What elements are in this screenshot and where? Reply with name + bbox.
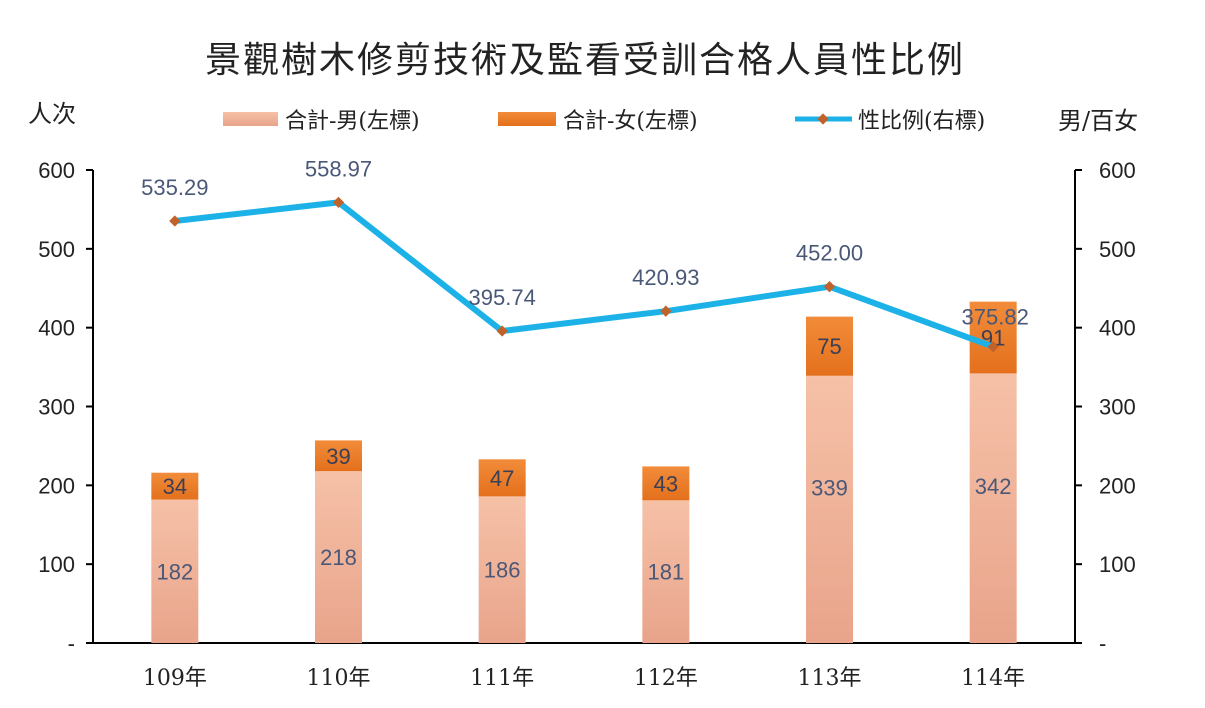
x-tick-label: 109年 <box>143 666 207 691</box>
ratio-series-line <box>174 199 995 350</box>
left-tick-label: 400 <box>38 316 75 341</box>
data-label-female: 47 <box>490 466 514 491</box>
data-label-female: 34 <box>163 474 187 499</box>
x-tick-label: 110年 <box>307 666 371 691</box>
right-axis-ticks: - 100 200 300 400 500 600 <box>1075 158 1136 656</box>
right-tick-label: 200 <box>1099 473 1136 498</box>
ratio-point <box>496 325 508 337</box>
x-tick-label: 111年 <box>470 666 534 691</box>
data-label-male: 186 <box>484 558 521 583</box>
data-label-ratio: 375.82 <box>962 305 1029 330</box>
right-tick-label: 400 <box>1099 316 1136 341</box>
legend: 合計-男(左標) 合計-女(左標) 性比例(右標) <box>223 109 985 134</box>
ratio-point <box>332 196 345 209</box>
bar-female <box>478 459 526 497</box>
ratio-point <box>987 341 999 353</box>
right-tick-label: 300 <box>1099 395 1136 420</box>
chart-title: 景觀樹木修剪技術及監看受訓合格人員性比例 <box>205 40 965 81</box>
legend-marker-ratio <box>817 113 829 125</box>
left-axis-label: 人次 <box>28 100 76 128</box>
bar-female <box>806 316 853 376</box>
legend-label-female: 合計-女(左標) <box>563 109 698 134</box>
right-tick-label: 100 <box>1099 552 1136 577</box>
left-tick-label: - <box>68 631 75 656</box>
left-tick-label: 500 <box>38 237 75 262</box>
right-axis-label: 男/百女 <box>1058 107 1138 135</box>
left-tick-label: 200 <box>38 473 75 498</box>
data-label-male: 339 <box>811 475 848 500</box>
data-label-female: 39 <box>326 444 350 469</box>
ratio-point <box>169 215 181 227</box>
data-label-male: 181 <box>647 560 684 585</box>
bar-male <box>315 471 362 643</box>
data-label-ratio: 395.74 <box>469 285 536 310</box>
data-label-male: 182 <box>156 559 193 584</box>
legend-label-male: 合計-男(左標) <box>285 109 420 134</box>
data-label-ratio: 420.93 <box>632 265 699 290</box>
bar-female <box>151 472 199 500</box>
bar-female <box>642 466 690 501</box>
data-label-male: 218 <box>320 545 357 570</box>
right-tick-label: 600 <box>1099 158 1136 183</box>
ratio-line <box>169 196 999 353</box>
right-tick-label: 500 <box>1099 237 1136 262</box>
bar-male <box>642 500 690 643</box>
bar-male <box>806 375 853 643</box>
legend-swatch-male <box>223 112 278 126</box>
data-label-female: 75 <box>817 334 841 359</box>
x-tick-label: 113年 <box>798 666 862 691</box>
left-tick-label: 100 <box>38 552 75 577</box>
bar-male <box>151 499 199 643</box>
x-tick-label: 112年 <box>634 666 698 691</box>
bar-male <box>969 373 1017 643</box>
data-label-ratio: 452.00 <box>796 241 863 266</box>
left-tick-label: 300 <box>38 395 75 420</box>
data-label-ratio: 558.97 <box>305 156 372 181</box>
legend-swatch-female <box>498 112 556 126</box>
ratio-point <box>660 305 672 317</box>
bars <box>151 301 1017 643</box>
legend-label-ratio: 性比例(右標) <box>858 109 985 134</box>
ratio-point <box>823 281 836 293</box>
bar-female <box>969 301 1017 374</box>
bar-female <box>315 440 362 472</box>
data-label-ratio: 535.29 <box>141 175 208 200</box>
bar-male <box>478 496 526 643</box>
data-label-male: 342 <box>975 474 1012 499</box>
axes <box>92 170 1076 644</box>
left-tick-label: 600 <box>38 158 75 183</box>
x-tick-label: 114年 <box>961 666 1025 691</box>
right-tick-label: - <box>1099 631 1106 656</box>
ratio-labels: 535.29 558.97 395.74 420.93 452.00 375.82 <box>141 156 1029 329</box>
left-axis-ticks: - 100 200 300 400 500 600 <box>38 158 93 656</box>
x-axis-ticks: 109年 110年 111年 112年 113年 114年 <box>143 666 1025 691</box>
data-label-female: 43 <box>654 471 678 496</box>
